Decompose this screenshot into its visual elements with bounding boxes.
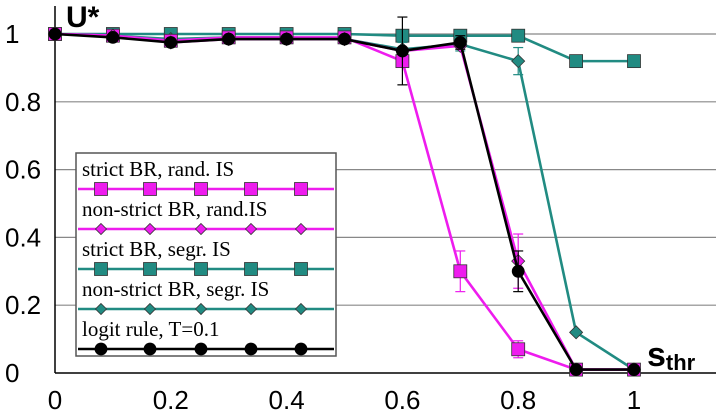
y-tick-label-5: 1: [5, 19, 19, 49]
data-point-4-6: [395, 44, 409, 58]
legend-label-3: non-strict BR, segr. IS: [82, 277, 269, 301]
data-point-0-10: [627, 54, 641, 69]
data-point-4-4: [280, 32, 294, 46]
legend-marker-1-4: [294, 222, 308, 236]
data-point-2-8: [511, 342, 526, 357]
legend-marker-3-1: [143, 302, 157, 316]
legend-marker-2-2: [194, 262, 208, 276]
axes: [54, 6, 716, 374]
legend-entry-4: logit rule, T=0.1: [78, 317, 334, 356]
legend-marker-1-1: [143, 222, 157, 236]
tick-labels: 0 0.2 0.4 0.6 0.8 1 0 0.2 0.4 0.6 0.8 1: [5, 19, 641, 415]
legend-marker-0-2: [194, 182, 208, 196]
data-point-2-7: [453, 264, 468, 279]
legend-marker-4-3: [244, 342, 258, 356]
legend-marker-0-0: [94, 182, 108, 196]
legend-marker-0-1: [143, 182, 157, 196]
data-point-4-3: [222, 32, 236, 46]
legend-label-2: strict BR, segr. IS: [82, 237, 231, 261]
legend-marker-2-3: [244, 262, 258, 276]
x-axis-label-sub: thr: [666, 350, 696, 375]
data-point-4-10: [627, 363, 641, 377]
data-point-4-5: [338, 32, 351, 46]
data-point-4-1: [106, 30, 120, 44]
legend: strict BR, rand. IS non-strict BR, rand.I…: [75, 152, 337, 357]
y-tick-label-1: 0.2: [5, 290, 41, 320]
legend-marker-0-3: [244, 182, 258, 196]
legend-marker-2-1: [143, 262, 157, 276]
x-tick-label-3: 0.6: [384, 385, 420, 415]
y-tick-label-2: 0.4: [5, 222, 41, 252]
x-axis-label: sthr: [647, 336, 696, 375]
x-tick-label-5: 1: [627, 385, 641, 415]
data-point-1-9: [569, 325, 584, 340]
y-tick-label-0: 0: [5, 358, 19, 388]
data-point-0-9: [569, 54, 583, 69]
data-point-4-2: [164, 36, 178, 49]
x-axis-label-main: s: [647, 336, 666, 374]
data-point-4-0: [48, 27, 62, 41]
legend-marker-4-2: [194, 342, 208, 356]
y-tick-label-4: 0.8: [5, 87, 41, 117]
x-tick-label-4: 0.8: [500, 385, 536, 415]
series-layer: [47, 16, 642, 377]
data-point-1-8: [511, 54, 526, 69]
legend-marker-1-2: [194, 222, 208, 236]
legend-marker-1-0: [94, 222, 108, 236]
data-point-4-7: [453, 36, 467, 49]
legend-entry-1: non-strict BR, rand.IS: [78, 197, 334, 236]
data-point-4-8: [511, 264, 525, 278]
legend-label-1: non-strict BR, rand.IS: [82, 197, 267, 221]
legend-entry-0: strict BR, rand. IS: [78, 157, 334, 196]
legend-marker-2-0: [94, 262, 108, 276]
x-tick-label-1: 0.2: [153, 385, 189, 415]
legend-marker-2-4: [294, 262, 308, 276]
legend-entry-2: strict BR, segr. IS: [78, 237, 334, 276]
data-point-4-9: [569, 363, 583, 377]
legend-marker-1-3: [244, 222, 258, 236]
y-axis-label: U*: [66, 1, 100, 34]
legend-marker-3-2: [194, 302, 208, 316]
legend-marker-4-4: [294, 342, 308, 356]
legend-marker-3-4: [294, 302, 308, 316]
legend-marker-3-0: [94, 302, 108, 316]
legend-label-4: logit rule, T=0.1: [82, 317, 219, 341]
legend-marker-4-1: [143, 342, 157, 356]
legend-marker-0-4: [294, 182, 308, 196]
x-tick-label-0: 0: [48, 385, 62, 415]
legend-entry-3: non-strict BR, segr. IS: [78, 277, 334, 316]
data-point-0-8: [511, 28, 526, 43]
legend-marker-3-3: [244, 302, 258, 316]
y-tick-label-3: 0.6: [5, 155, 41, 185]
x-tick-label-2: 0.4: [269, 385, 305, 415]
legend-label-0: strict BR, rand. IS: [82, 157, 234, 181]
legend-marker-4-0: [94, 342, 108, 356]
series-4: [48, 16, 641, 377]
